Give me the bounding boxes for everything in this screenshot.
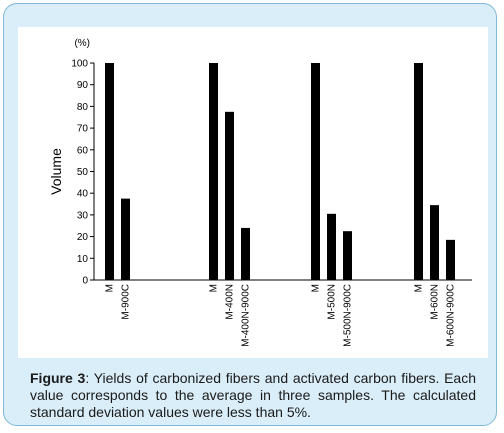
bar xyxy=(209,63,218,280)
x-category-label: M-600N xyxy=(430,284,441,320)
bar xyxy=(121,198,130,280)
x-category-label: M xyxy=(414,284,425,292)
bar xyxy=(225,111,234,280)
x-category-label: M-400N-900C xyxy=(241,284,252,347)
y-tick-label: 60 xyxy=(77,145,89,156)
y-tick-label: 40 xyxy=(77,189,89,200)
y-tick-label: 10 xyxy=(77,254,89,265)
y-tick-label: 70 xyxy=(77,124,89,135)
bar xyxy=(241,227,250,280)
x-category-label: M-500N xyxy=(327,284,338,320)
bar xyxy=(430,205,439,280)
figure-caption: Figure 3: Yields of carbonized fibers an… xyxy=(30,370,476,421)
bar xyxy=(311,63,320,280)
x-category-label: M-400N xyxy=(225,284,236,320)
y-tick-label: 100 xyxy=(71,59,88,70)
x-category-label: M xyxy=(209,284,220,292)
bar xyxy=(105,63,114,280)
x-category-label: M xyxy=(105,284,116,292)
y-axis-title: Volume xyxy=(48,148,64,195)
bar xyxy=(446,239,455,280)
y-tick-label: 80 xyxy=(77,102,89,113)
bar xyxy=(343,231,352,280)
x-category-label: M-900C xyxy=(121,284,132,320)
x-category-label: M-500N-900C xyxy=(343,284,354,347)
y-tick-label: 50 xyxy=(77,167,89,178)
x-category-label: M xyxy=(311,284,322,292)
y-tick-label: 30 xyxy=(77,210,89,221)
y-tick-label: 0 xyxy=(82,276,88,287)
bar xyxy=(327,213,336,280)
y-tick-label: 20 xyxy=(77,232,89,243)
x-category-label: M-600N-900C xyxy=(446,284,457,347)
bar xyxy=(414,63,423,280)
caption-text: : Yields of carbonized fibers and activa… xyxy=(30,370,476,420)
caption-label: Figure 3 xyxy=(30,370,86,386)
figure-frame: 0 10 20 30 40 50 60 70 80 90 100 (%) Volume M M-900C M M… xyxy=(3,3,497,426)
y-unit-label: (%) xyxy=(74,38,90,49)
y-tick-label: 90 xyxy=(77,80,89,91)
chart-panel: 0 10 20 30 40 50 60 70 80 90 100 (%) Volume M M-900C M M… xyxy=(18,27,488,358)
